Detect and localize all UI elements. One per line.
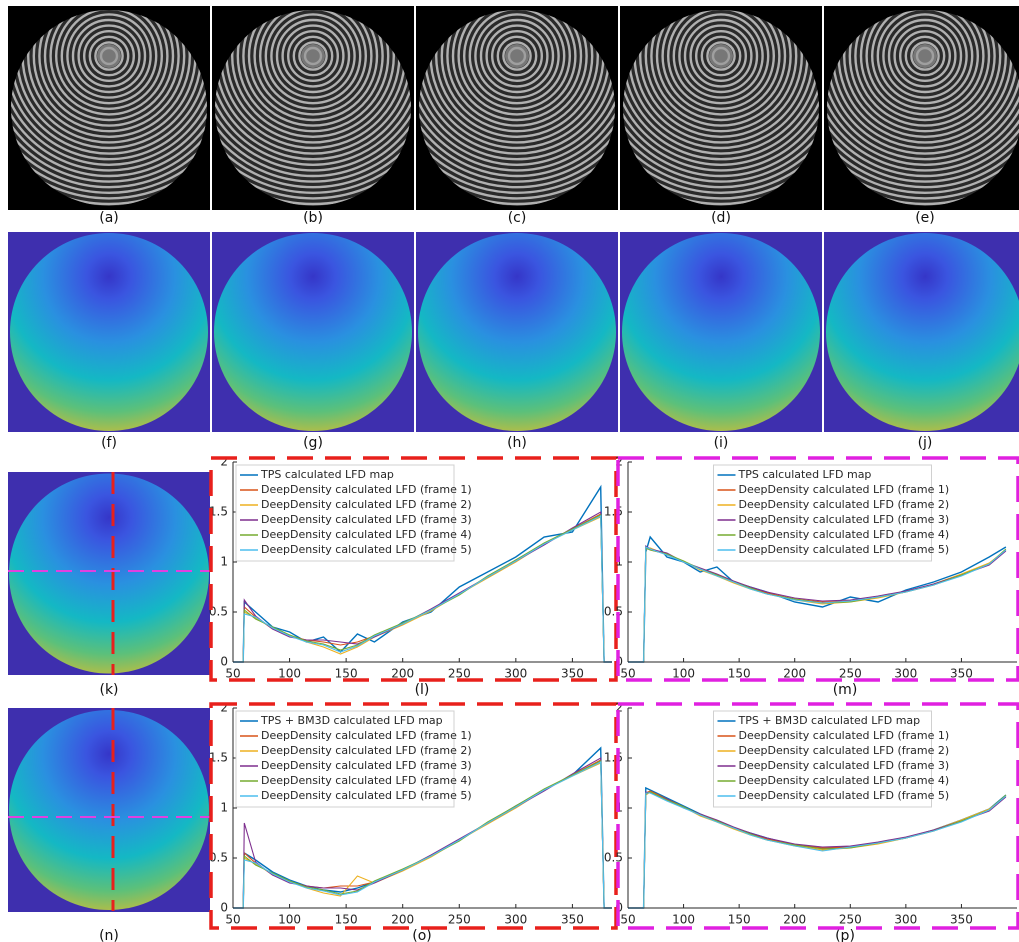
- fringe-center: [709, 44, 733, 68]
- x-tick-label: 300: [894, 913, 917, 927]
- figure: (a) (b) (c) (d) (e) (f) (g) (h) (i) (j) (k) (l) (m) (…: [0, 0, 1019, 942]
- x-tick-label: 300: [504, 913, 527, 927]
- legend-label: TPS + BM3D calculated LFD map: [738, 714, 921, 727]
- panel-label: (m): [833, 682, 858, 698]
- panel-label: (j): [918, 435, 933, 451]
- x-tick-label: 150: [335, 913, 358, 927]
- y-tick-label: 1.5: [604, 505, 623, 519]
- legend-label: DeepDensity calculated LFD (frame 4): [739, 774, 950, 787]
- y-tick-label: 1: [220, 801, 228, 815]
- x-tick-label: 350: [561, 913, 584, 927]
- legend-label: DeepDensity calculated LFD (frame 5): [261, 789, 472, 802]
- legend-label: DeepDensity calculated LFD (frame 5): [739, 789, 950, 802]
- lfd-map: [826, 233, 1019, 431]
- panel-label: (c): [508, 210, 527, 226]
- panel-label: (l): [415, 682, 430, 698]
- lfd-map: [418, 233, 616, 431]
- y-tick-label: 1.5: [604, 751, 623, 765]
- x-tick-label: 200: [783, 913, 806, 927]
- legend-label: DeepDensity calculated LFD (frame 1): [739, 483, 950, 496]
- legend-label: DeepDensity calculated LFD (frame 1): [261, 729, 472, 742]
- lfd-map: [214, 233, 412, 431]
- panel-label: (n): [99, 928, 119, 942]
- y-tick-label: 0.5: [604, 851, 623, 865]
- legend-label: DeepDensity calculated LFD (frame 4): [739, 528, 950, 541]
- legend-label: TPS calculated LFD map: [738, 468, 872, 481]
- x-tick-label: 200: [391, 913, 414, 927]
- legend-label: DeepDensity calculated LFD (frame 3): [739, 759, 950, 772]
- panel-label: (f): [101, 435, 117, 451]
- legend-label: DeepDensity calculated LFD (frame 1): [739, 729, 950, 742]
- legend-label: DeepDensity calculated LFD (frame 5): [739, 543, 950, 556]
- legend-label: TPS calculated LFD map: [260, 468, 394, 481]
- x-tick-label: 350: [950, 913, 973, 927]
- legend-label: TPS + BM3D calculated LFD map: [260, 714, 443, 727]
- legend-label: DeepDensity calculated LFD (frame 3): [739, 513, 950, 526]
- panel-label: (g): [303, 435, 323, 451]
- legend-label: DeepDensity calculated LFD (frame 3): [261, 513, 472, 526]
- fringe-center: [301, 44, 325, 68]
- panel-label: (d): [711, 210, 731, 226]
- fringe-center: [97, 44, 121, 68]
- panel-label: (p): [835, 928, 855, 942]
- panel-label: (b): [303, 210, 323, 226]
- lfd-map: [10, 233, 208, 431]
- lfd-map: [622, 233, 820, 431]
- legend-label: DeepDensity calculated LFD (frame 4): [261, 774, 472, 787]
- panel-label: (o): [412, 928, 432, 942]
- panel-label: (h): [507, 435, 527, 451]
- fringe-center: [913, 44, 937, 68]
- panel-label: (e): [915, 210, 935, 226]
- legend-label: DeepDensity calculated LFD (frame 2): [739, 498, 950, 511]
- panel-label: (i): [714, 435, 729, 451]
- legend-label: DeepDensity calculated LFD (frame 5): [261, 543, 472, 556]
- x-tick-label: 50: [225, 913, 240, 927]
- legend-label: DeepDensity calculated LFD (frame 2): [739, 744, 950, 757]
- legend-label: DeepDensity calculated LFD (frame 2): [261, 498, 472, 511]
- y-tick-label: 0.5: [604, 605, 623, 619]
- x-tick-label: 150: [728, 913, 751, 927]
- panel-label: (k): [99, 682, 118, 698]
- panel-label: (a): [99, 210, 119, 226]
- x-tick-label: 50: [620, 913, 635, 927]
- legend-label: DeepDensity calculated LFD (frame 3): [261, 759, 472, 772]
- x-tick-label: 250: [839, 913, 862, 927]
- legend-label: DeepDensity calculated LFD (frame 4): [261, 528, 472, 541]
- x-tick-label: 100: [672, 913, 695, 927]
- y-tick-label: 1: [220, 555, 228, 569]
- lfd-map: [9, 710, 209, 910]
- legend-label: DeepDensity calculated LFD (frame 1): [261, 483, 472, 496]
- x-tick-label: 250: [448, 913, 471, 927]
- fringe-center: [505, 44, 529, 68]
- legend-label: DeepDensity calculated LFD (frame 2): [261, 744, 472, 757]
- x-tick-label: 100: [278, 913, 301, 927]
- lfd-map: [9, 474, 209, 674]
